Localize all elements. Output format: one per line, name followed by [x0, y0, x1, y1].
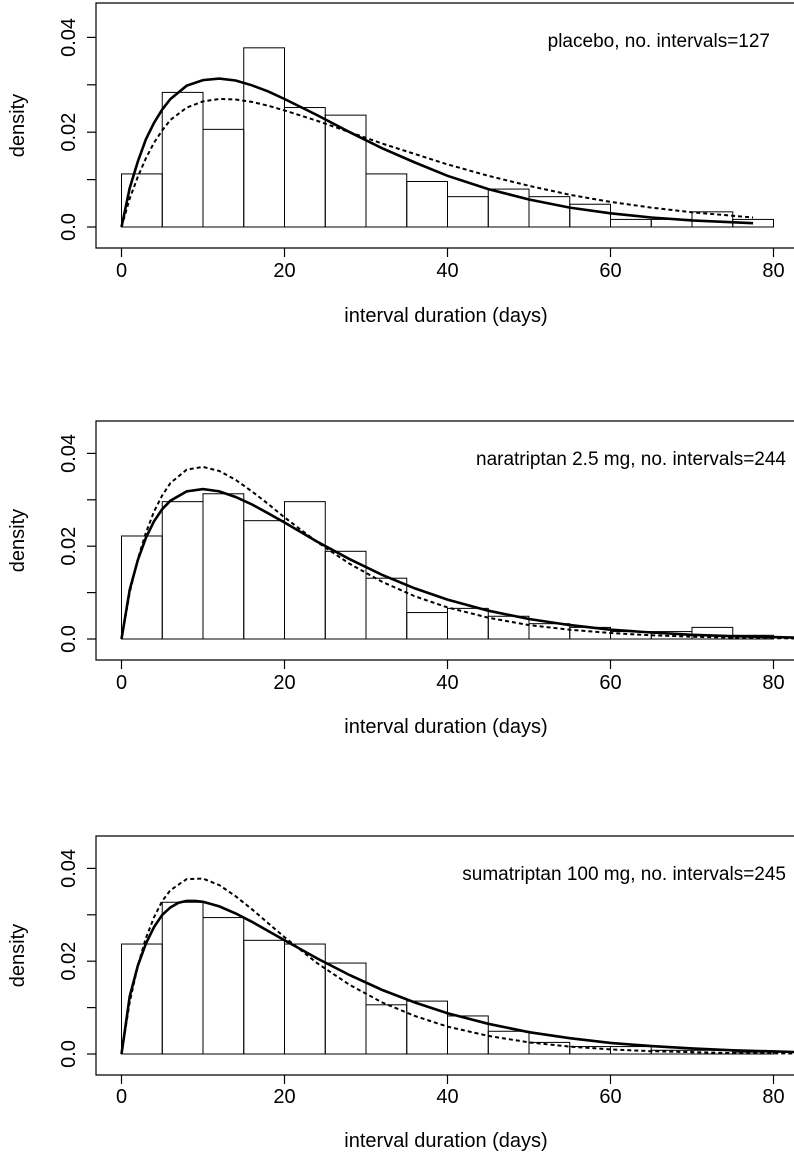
density-curve-solid	[120, 77, 754, 228]
y-tick-label: 0.0	[58, 213, 80, 241]
panel-placebo: 0 20 40 60 80 0.0 0.02 0.04 density interval dura…	[7, 2, 794, 327]
y-tick-label: 0.02	[58, 942, 80, 981]
y-tick-label: 0.04	[58, 849, 80, 888]
histogram-bar	[406, 1000, 448, 1055]
y-axis-title: density	[7, 94, 29, 157]
histogram-bar	[202, 493, 245, 640]
panel-annotation: sumatriptan 100 mg, no. intervals=245	[462, 864, 786, 885]
x-axis-title: interval duration (days)	[344, 716, 547, 738]
histogram-bar	[365, 577, 408, 640]
histogram-bar	[610, 218, 652, 228]
density-curve-solid	[120, 487, 794, 640]
histogram-bar	[487, 1030, 530, 1055]
y-tick-label: 0.0	[58, 625, 80, 653]
histogram-bar	[284, 107, 326, 228]
y-tick-label: 0.02	[58, 113, 80, 152]
x-tick-label: 20	[273, 260, 295, 282]
density-curve-dashed	[120, 465, 794, 640]
x-tick-label: 60	[599, 672, 621, 694]
histogram-bar	[161, 901, 204, 1055]
x-tick-label: 40	[436, 1086, 458, 1108]
histogram-bar	[528, 1041, 571, 1055]
panel-annotation: naratriptan 2.5 mg, no. intervals=244	[476, 449, 786, 470]
plot-frame	[95, 2, 794, 249]
density-curve-dashed	[120, 877, 794, 1055]
histogram-bar	[161, 91, 204, 228]
x-axis-title: interval duration (days)	[344, 305, 547, 327]
y-axis-title: density	[7, 509, 29, 572]
y-tick-label: 0.04	[58, 18, 80, 57]
histogram-bar	[202, 128, 245, 228]
histogram-bar	[243, 47, 285, 228]
histogram-bar	[569, 1046, 611, 1055]
density-curve-dashed	[120, 97, 754, 228]
panel-annotation: placebo, no. intervals=127	[548, 31, 770, 52]
x-axis-title: interval duration (days)	[344, 1130, 547, 1152]
y-axis-title: density	[7, 924, 29, 987]
x-tick-label: 80	[762, 672, 784, 694]
plot-frame	[95, 835, 794, 1076]
histogram-bar	[447, 607, 489, 640]
x-tick-label: 40	[436, 672, 458, 694]
histogram-bar	[406, 180, 448, 228]
x-tick-label: 0	[116, 672, 127, 694]
x-tick-label: 40	[436, 260, 458, 282]
panel-naratriptan: 0 20 40 60 80 0.0 0.02 0.04 density interval dura…	[7, 420, 794, 738]
x-tick-label: 0	[116, 1086, 127, 1108]
x-tick-label: 80	[762, 260, 784, 282]
y-tick-label: 0.04	[58, 434, 80, 473]
histogram-bar	[365, 1004, 408, 1055]
histogram-bar	[161, 501, 204, 640]
y-tick-label: 0.0	[58, 1040, 80, 1068]
panel-sumatriptan: 0 20 40 60 80 0.0 0.02 0.04 density interval dura…	[7, 835, 794, 1152]
x-tick-label: 20	[273, 672, 295, 694]
x-tick-label: 0	[116, 260, 127, 282]
x-tick-label: 80	[762, 1086, 784, 1108]
histogram-bar	[324, 114, 367, 228]
x-tick-label: 20	[273, 1086, 295, 1108]
histogram-bar	[284, 501, 326, 640]
histogram-bar	[243, 939, 285, 1055]
histogram-bar	[202, 917, 245, 1055]
y-tick-label: 0.02	[58, 527, 80, 566]
histogram-bar	[121, 943, 163, 1055]
histogram-bar	[243, 520, 285, 640]
plot-frame	[95, 420, 794, 661]
density-curve-solid	[120, 899, 794, 1055]
histogram-bar	[365, 173, 408, 228]
histogram-bar	[406, 612, 448, 640]
histogram-bar	[447, 196, 489, 228]
x-tick-label: 60	[599, 1086, 621, 1108]
x-tick-label: 60	[599, 260, 621, 282]
histogram-bar	[324, 962, 367, 1055]
